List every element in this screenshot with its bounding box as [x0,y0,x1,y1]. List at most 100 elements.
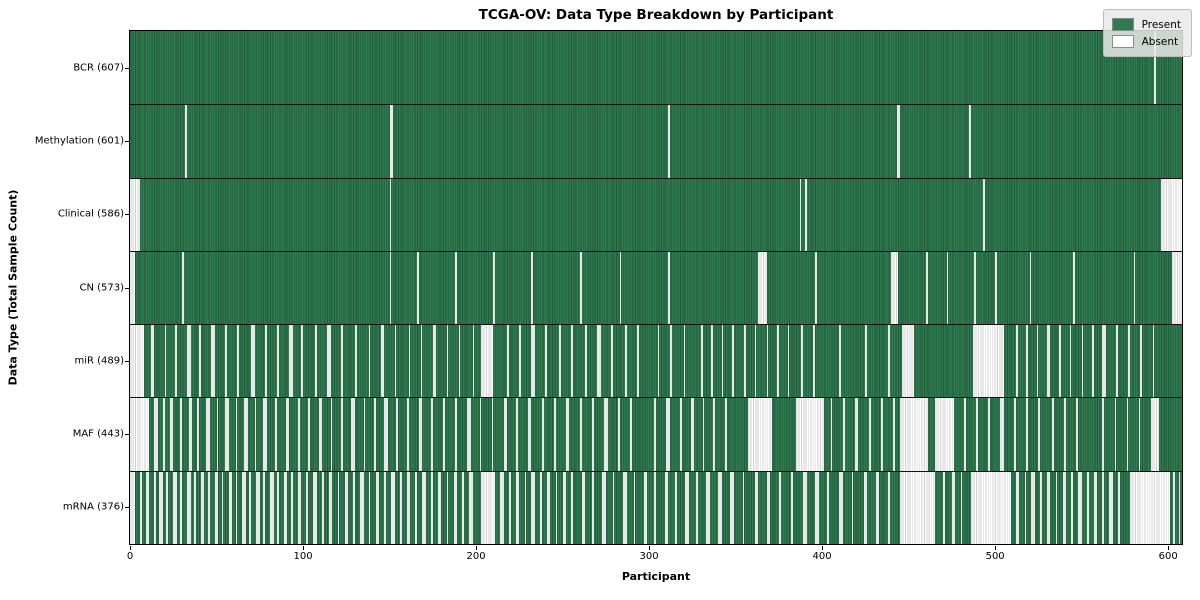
legend-entry-absent: Absent [1111,33,1181,50]
absent-stripe [368,470,371,544]
absent-stripe [799,177,802,251]
absent-stripe [815,470,819,544]
absent-stripe [1152,324,1155,398]
x-tick-mark [822,546,824,550]
absent-stripe [531,470,535,544]
absent-stripe [851,470,854,544]
absent-stripe [515,470,520,544]
absent-stripe [1047,324,1051,398]
absent-stripe [130,470,136,544]
absent-stripe [546,470,551,544]
absent-stripe [344,470,348,544]
absent-stripe [174,324,177,398]
absent-stripe [531,324,535,398]
absent-stripe [1040,470,1042,544]
absent-stripe [1055,470,1058,544]
absent-stripe [747,397,772,471]
heatmap-row-bcr [130,31,1182,105]
absent-stripe [216,397,219,471]
absent-stripe [1072,250,1075,325]
absent-stripe [493,250,496,325]
absent-stripe [313,470,317,544]
absent-stripe [256,470,260,544]
absent-stripe [899,470,935,544]
absent-stripe [1015,324,1018,398]
absent-stripe [264,324,267,398]
absent-stripe [384,470,387,544]
absent-stripe [1116,324,1118,398]
absent-stripe [1133,250,1136,325]
absent-stripe [130,397,150,471]
y-tick-label-methylation: Methylation (601) [34,135,124,147]
absent-stripe [559,324,561,398]
y-tick-mark [125,287,129,289]
absent-stripe [187,324,191,398]
absent-stripe [337,470,340,544]
x-tick-mark [476,546,478,550]
absent-stripe [406,470,411,544]
absent-stripe [813,324,816,398]
x-axis-label: Participant [621,570,691,583]
heatmap-row-clinical [130,177,1182,251]
absent-stripe [515,397,518,471]
absent-stripe [617,397,620,471]
heatmap-row-mir [130,324,1182,398]
absent-stripe [130,324,144,398]
absent-stripe [289,324,293,398]
absent-stripe [732,324,734,398]
absent-stripe [623,470,627,544]
absent-stripe [169,397,174,471]
absent-stripe [969,104,971,178]
absent-stripe [1015,470,1020,544]
absent-stripe [1171,250,1182,325]
row-separator [130,104,1182,106]
absent-stripe [527,397,532,471]
absent-stripe [164,324,167,398]
legend-label-absent: Absent [1141,35,1179,48]
present-swatch-icon [1111,18,1134,31]
absent-stripe [285,397,290,471]
absent-stripe [500,470,504,544]
absent-stripe [591,470,594,544]
absent-stripe [1114,397,1117,471]
absent-stripe [970,470,1011,544]
absent-stripe [777,324,779,398]
absent-stripe [235,397,238,471]
absent-stripe [1130,470,1170,544]
absent-stripe [591,397,594,471]
absent-stripe [159,470,163,544]
x-tick-label-600: 600 [1158,551,1178,562]
absent-stripe [341,324,343,398]
absent-stripe [612,470,615,544]
absent-stripe [604,397,608,471]
absent-stripe [891,250,899,325]
heatmap-row-methylation [130,104,1182,178]
absent-stripe [960,470,963,544]
absent-stripe [754,324,757,398]
absent-stripe [633,470,636,544]
x-tick-label-500: 500 [985,551,1005,562]
absent-stripe [1078,470,1082,544]
absent-stripe [363,397,366,471]
absent-stripe [666,397,670,471]
absent-stripe [207,470,210,544]
absent-stripe [706,470,710,544]
absent-stripe [375,470,380,544]
absent-stripe [154,397,158,471]
absent-stripe [507,324,509,398]
absent-stripe [145,470,150,544]
row-separator [130,470,1182,472]
absent-stripe [988,397,990,471]
absent-stripe [597,324,601,398]
absent-stripe [880,397,883,471]
absent-stripe [290,470,293,544]
y-tick-mark [125,67,129,69]
absent-stripe [685,470,689,544]
absent-stripe [199,324,201,398]
absent-stripe [1064,397,1067,471]
absent-stripe [742,470,745,544]
absent-stripe [130,250,136,325]
absent-stripe [571,470,573,544]
absent-stripe [166,470,169,544]
